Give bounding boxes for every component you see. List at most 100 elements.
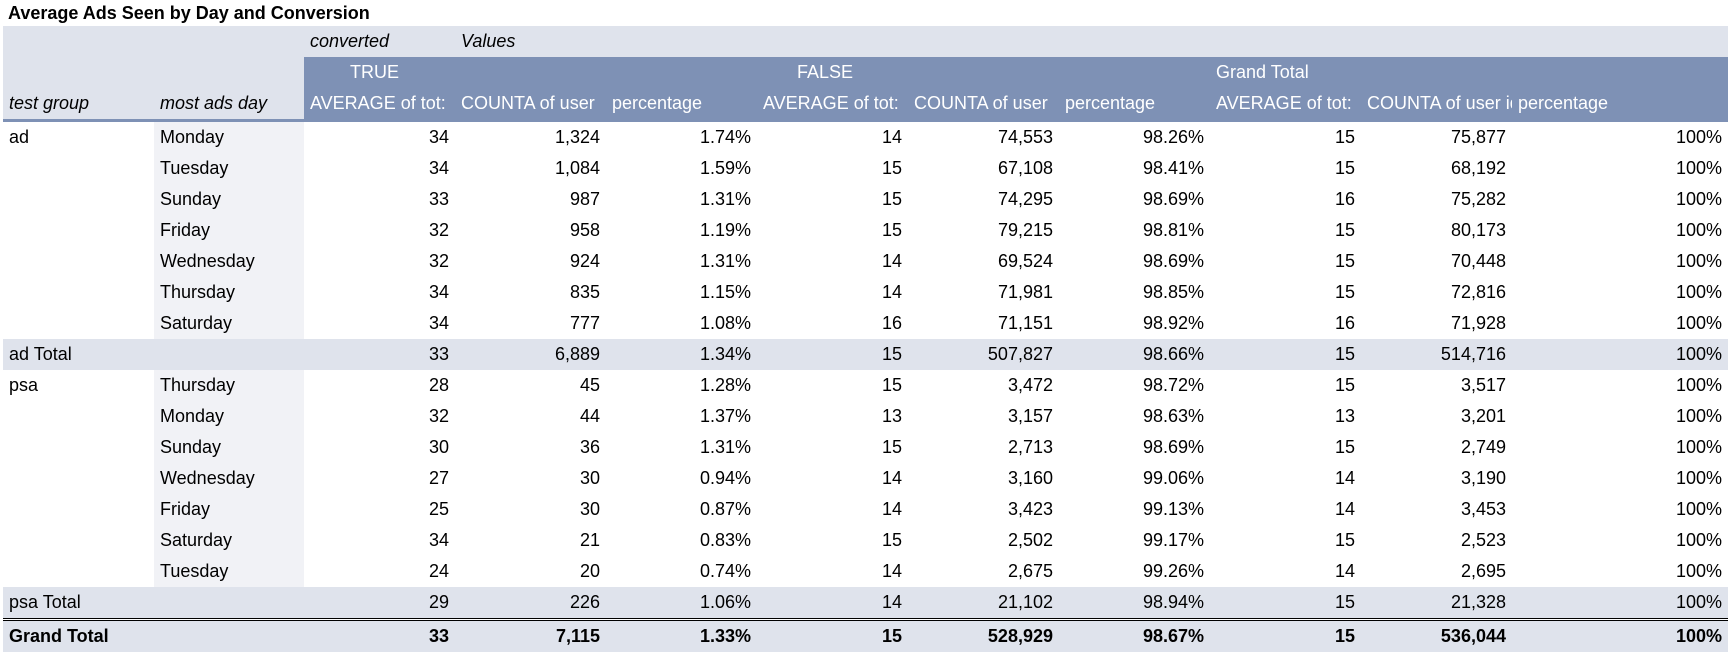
value-cell[interactable]: 98.63% xyxy=(1142,406,1204,426)
value-cell[interactable]: 0.87% xyxy=(699,499,751,519)
value-cell[interactable]: 2,502 xyxy=(1007,530,1053,550)
value-cell[interactable]: 14 xyxy=(1334,561,1355,581)
subtotal-value[interactable]: 514,716 xyxy=(1361,339,1512,370)
value-cell[interactable]: 34 xyxy=(428,158,449,178)
value-cell[interactable]: 100% xyxy=(1675,282,1722,302)
value-cell[interactable]: 20 xyxy=(579,561,600,581)
value-cell[interactable]: 98.69% xyxy=(1142,437,1204,457)
value-cell[interactable]: 1.59% xyxy=(699,158,751,178)
value-cell[interactable]: 70,448 xyxy=(1450,251,1506,271)
value-cell[interactable]: 3,517 xyxy=(1460,375,1506,395)
value-cell[interactable]: 3,190 xyxy=(1460,468,1506,488)
subtotal-value[interactable]: 1.34% xyxy=(606,339,757,370)
value-cell[interactable]: 15 xyxy=(881,158,902,178)
value-cell[interactable]: 14 xyxy=(881,282,902,302)
grand-total-value[interactable]: 33 xyxy=(304,618,455,652)
day-label[interactable]: Saturday xyxy=(154,308,304,339)
day-label[interactable]: Wednesday xyxy=(154,463,304,494)
value-cell[interactable]: 987 xyxy=(569,189,600,209)
value-cell[interactable]: 0.94% xyxy=(699,468,751,488)
value-cell[interactable]: 98.92% xyxy=(1142,313,1204,333)
measure-header[interactable]: percentage xyxy=(1512,88,1728,122)
value-cell[interactable]: 15 xyxy=(881,375,902,395)
value-cell[interactable]: 924 xyxy=(569,251,600,271)
value-cell[interactable]: 32 xyxy=(428,251,449,271)
value-cell[interactable]: 98.41% xyxy=(1142,158,1204,178)
day-label[interactable]: Friday xyxy=(154,215,304,246)
value-cell[interactable]: 75,282 xyxy=(1450,189,1506,209)
value-cell[interactable]: 100% xyxy=(1675,561,1722,581)
value-cell[interactable]: 69,524 xyxy=(997,251,1053,271)
value-cell[interactable]: 34 xyxy=(428,127,449,147)
value-cell[interactable]: 27 xyxy=(428,468,449,488)
value-cell[interactable]: 1.31% xyxy=(699,189,751,209)
value-cell[interactable]: 15 xyxy=(1334,158,1355,178)
value-cell[interactable]: 99.06% xyxy=(1142,468,1204,488)
value-cell[interactable]: 34 xyxy=(428,530,449,550)
grand-total-value[interactable]: 536,044 xyxy=(1361,618,1512,652)
test-group-label[interactable]: psa xyxy=(3,370,154,401)
value-cell[interactable]: 14 xyxy=(881,251,902,271)
value-cell[interactable]: 100% xyxy=(1675,530,1722,550)
day-label[interactable]: Sunday xyxy=(154,184,304,215)
subtotal-value[interactable]: 100% xyxy=(1512,587,1728,620)
value-cell[interactable]: 2,675 xyxy=(1007,561,1053,581)
value-cell[interactable]: 777 xyxy=(569,313,600,333)
measure-header[interactable]: AVERAGE of tot: xyxy=(757,88,908,122)
day-label[interactable]: Thursday xyxy=(154,277,304,308)
value-cell[interactable]: 100% xyxy=(1675,437,1722,457)
value-cell[interactable]: 3,157 xyxy=(1007,406,1053,426)
value-cell[interactable]: 15 xyxy=(881,189,902,209)
value-cell[interactable]: 98.72% xyxy=(1142,375,1204,395)
value-cell[interactable]: 2,749 xyxy=(1460,437,1506,457)
value-cell[interactable]: 100% xyxy=(1675,220,1722,240)
value-cell[interactable]: 16 xyxy=(1334,313,1355,333)
value-cell[interactable]: 1.31% xyxy=(699,437,751,457)
value-cell[interactable]: 75,877 xyxy=(1450,127,1506,147)
test-group-label[interactable]: ad xyxy=(3,120,154,153)
value-cell[interactable]: 1.08% xyxy=(699,313,751,333)
group-header-false[interactable]: FALSE xyxy=(757,57,1210,88)
value-cell[interactable]: 3,423 xyxy=(1007,499,1053,519)
subtotal-value[interactable]: 15 xyxy=(1210,587,1361,620)
value-cell[interactable]: 1.28% xyxy=(699,375,751,395)
value-cell[interactable]: 100% xyxy=(1675,158,1722,178)
grand-total-value[interactable]: 15 xyxy=(1210,618,1361,652)
value-cell[interactable]: 71,928 xyxy=(1450,313,1506,333)
value-cell[interactable]: 13 xyxy=(1334,406,1355,426)
subtotal-value[interactable]: 98.66% xyxy=(1059,339,1210,370)
value-cell[interactable]: 16 xyxy=(881,313,902,333)
day-label[interactable]: Tuesday xyxy=(154,556,304,587)
value-cell[interactable]: 1,084 xyxy=(554,158,600,178)
group-header-grand-total[interactable]: Grand Total xyxy=(1210,57,1728,88)
value-cell[interactable]: 98.85% xyxy=(1142,282,1204,302)
value-cell[interactable]: 79,215 xyxy=(997,220,1053,240)
day-label[interactable]: Wednesday xyxy=(154,246,304,277)
value-cell[interactable]: 14 xyxy=(1334,468,1355,488)
value-cell[interactable]: 36 xyxy=(579,437,600,457)
day-label[interactable]: Saturday xyxy=(154,525,304,556)
grand-total-value[interactable]: 1.33% xyxy=(606,618,757,652)
value-cell[interactable]: 3,453 xyxy=(1460,499,1506,519)
value-cell[interactable]: 2,713 xyxy=(1007,437,1053,457)
value-cell[interactable]: 71,981 xyxy=(997,282,1053,302)
values-field-label[interactable]: Values xyxy=(455,26,1728,57)
value-cell[interactable]: 33 xyxy=(428,189,449,209)
value-cell[interactable]: 98.69% xyxy=(1142,189,1204,209)
value-cell[interactable]: 80,173 xyxy=(1450,220,1506,240)
value-cell[interactable]: 21 xyxy=(579,530,600,550)
row-label-most-ads-day[interactable]: most ads day xyxy=(154,88,304,122)
value-cell[interactable]: 15 xyxy=(1334,251,1355,271)
value-cell[interactable]: 2,523 xyxy=(1460,530,1506,550)
value-cell[interactable]: 15 xyxy=(881,220,902,240)
day-label[interactable]: Thursday xyxy=(154,370,304,401)
subtotal-value[interactable]: 507,827 xyxy=(908,339,1059,370)
subtotal-value[interactable]: 15 xyxy=(1210,339,1361,370)
value-cell[interactable]: 28 xyxy=(428,375,449,395)
value-cell[interactable]: 99.17% xyxy=(1142,530,1204,550)
value-cell[interactable]: 71,151 xyxy=(997,313,1053,333)
day-label[interactable]: Friday xyxy=(154,494,304,525)
value-cell[interactable]: 30 xyxy=(428,437,449,457)
value-cell[interactable]: 25 xyxy=(428,499,449,519)
value-cell[interactable]: 1.19% xyxy=(699,220,751,240)
